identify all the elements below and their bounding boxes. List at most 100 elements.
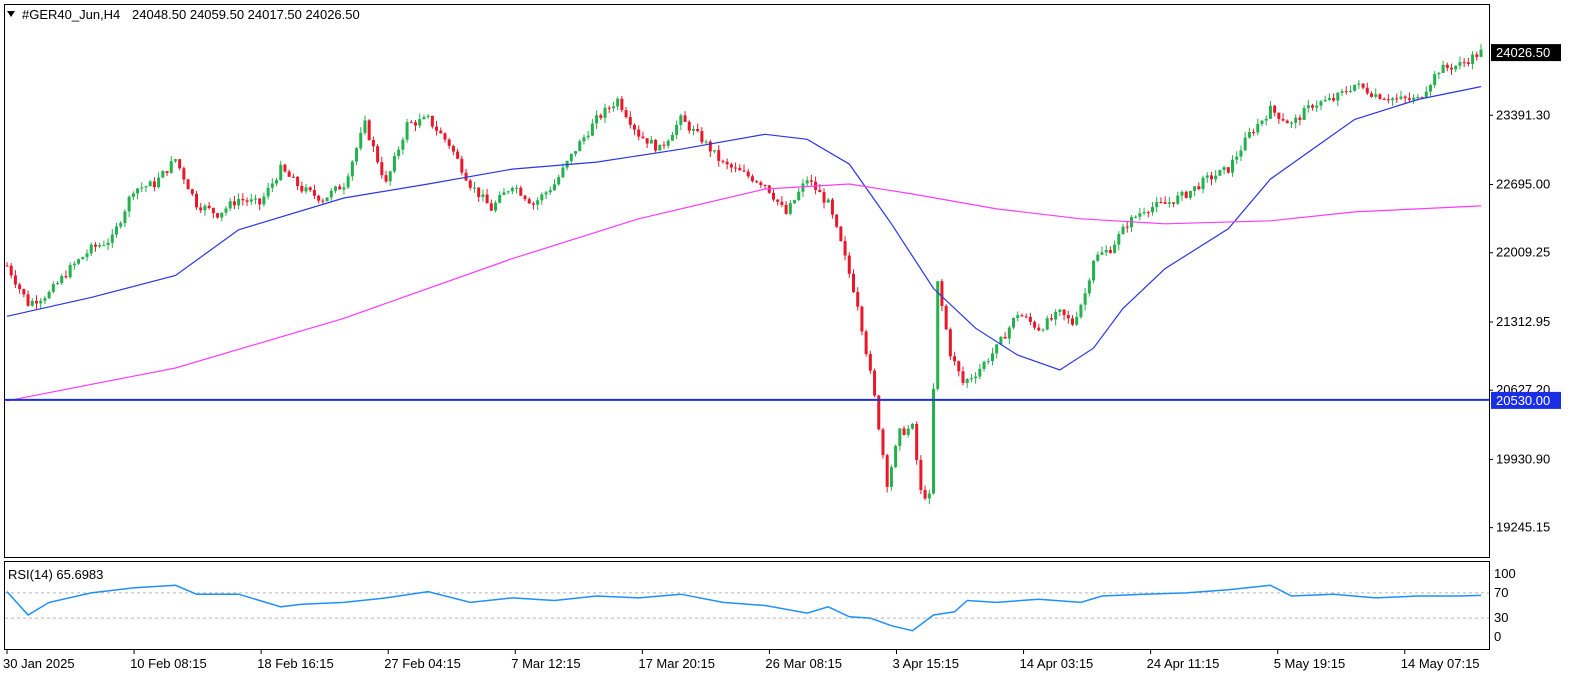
bull-candle bbox=[898, 428, 902, 446]
bear-candle bbox=[182, 168, 186, 180]
bull-candle bbox=[1260, 120, 1264, 124]
bull-candle bbox=[253, 198, 257, 200]
bear-candle bbox=[409, 122, 413, 124]
bull-candle bbox=[1151, 207, 1155, 213]
time-tick-label: 27 Feb 04:15 bbox=[384, 656, 461, 671]
bull-candle bbox=[910, 423, 914, 429]
bear-candle bbox=[376, 146, 380, 163]
bull-candle bbox=[611, 106, 615, 109]
bull-candle bbox=[1117, 234, 1121, 245]
time-tick-label: 26 Mar 08:15 bbox=[765, 656, 842, 671]
bull-candle bbox=[1479, 49, 1483, 57]
bull-candle bbox=[978, 368, 982, 377]
bull-candle bbox=[397, 149, 401, 157]
rsi-tick-label: 30 bbox=[1494, 610, 1508, 625]
bull-candle bbox=[1142, 212, 1146, 214]
bull-candle bbox=[1353, 84, 1357, 91]
bear-candle bbox=[216, 213, 220, 218]
bear-candle bbox=[1033, 321, 1037, 328]
bear-candle bbox=[291, 176, 295, 178]
bear-candle bbox=[746, 171, 750, 177]
bear-candle bbox=[489, 203, 493, 211]
bull-candle bbox=[43, 298, 47, 301]
bull-candle bbox=[228, 201, 232, 209]
bear-candle bbox=[847, 255, 851, 274]
bear-candle bbox=[742, 170, 746, 172]
bull-candle bbox=[418, 119, 422, 126]
bull-candle bbox=[144, 186, 148, 188]
bull-candle bbox=[1235, 156, 1239, 160]
bull-candle bbox=[1315, 105, 1319, 108]
bull-candle bbox=[548, 190, 552, 193]
bull-candle bbox=[1319, 101, 1323, 106]
bull-candle bbox=[131, 193, 135, 197]
bear-candle bbox=[599, 115, 603, 118]
bear-candle bbox=[1184, 191, 1188, 198]
bear-candle bbox=[1466, 62, 1470, 64]
bull-candle bbox=[982, 361, 986, 369]
collapse-triangle-icon[interactable] bbox=[7, 11, 15, 17]
bull-candle bbox=[72, 263, 76, 266]
bull-candle bbox=[498, 194, 502, 203]
bull-candle bbox=[502, 192, 506, 195]
bear-candle bbox=[1361, 83, 1365, 88]
bull-candle bbox=[1134, 216, 1138, 218]
bear-candle bbox=[1407, 98, 1411, 100]
bear-candle bbox=[784, 204, 788, 214]
bull-candle bbox=[304, 187, 308, 192]
bull-candle bbox=[889, 467, 893, 487]
bull-candle bbox=[999, 336, 1003, 345]
bear-candle bbox=[371, 139, 375, 147]
bear-candle bbox=[868, 354, 872, 371]
bear-candle bbox=[9, 265, 13, 276]
bull-candle bbox=[325, 197, 329, 202]
bull-candle bbox=[157, 177, 161, 188]
bear-candle bbox=[776, 199, 780, 202]
bear-candle bbox=[1197, 186, 1201, 190]
bull-candle bbox=[1100, 252, 1104, 255]
bull-candle bbox=[1437, 72, 1441, 75]
bull-candle bbox=[392, 156, 396, 172]
bull-candle bbox=[237, 198, 241, 206]
bull-candle bbox=[203, 205, 207, 211]
bull-candle bbox=[350, 161, 354, 177]
bull-candle bbox=[481, 194, 485, 197]
bear-candle bbox=[1365, 87, 1369, 94]
bull-candle bbox=[801, 183, 805, 192]
bull-candle bbox=[494, 202, 498, 211]
bull-candle bbox=[1054, 311, 1058, 320]
bull-candle bbox=[1374, 94, 1378, 97]
time-axis: 30 Jan 2025 10 Feb 08:15 18 Feb 16:15 27 Fe… bbox=[3, 649, 1480, 671]
bear-candle bbox=[1226, 167, 1230, 173]
bull-candle bbox=[1087, 280, 1091, 294]
bull-candle bbox=[119, 223, 123, 227]
bull-candle bbox=[136, 188, 140, 194]
bear-candle bbox=[628, 117, 632, 125]
price-tick-label: 22695.00 bbox=[1496, 177, 1550, 192]
bull-candle bbox=[47, 291, 51, 299]
bear-candle bbox=[456, 151, 460, 159]
bear-candle bbox=[771, 192, 775, 200]
bull-candle bbox=[1155, 202, 1159, 208]
bull-candle bbox=[1357, 83, 1361, 85]
bear-candle bbox=[232, 201, 236, 206]
bull-candle bbox=[675, 124, 679, 135]
bull-candle bbox=[582, 137, 586, 142]
bull-candle bbox=[329, 190, 333, 198]
bear-candle bbox=[338, 186, 342, 190]
bear-candle bbox=[864, 331, 868, 355]
bear-candle bbox=[430, 115, 434, 127]
bull-candle bbox=[932, 388, 936, 494]
bear-candle bbox=[439, 130, 443, 134]
bull-candle bbox=[679, 115, 683, 125]
moving-average-lines bbox=[6, 86, 1482, 402]
bull-candle bbox=[1399, 96, 1403, 99]
bull-candle bbox=[569, 153, 573, 162]
support-line-price-tag bbox=[1491, 391, 1561, 409]
bear-candle bbox=[1125, 226, 1129, 228]
bull-candle bbox=[590, 123, 594, 136]
bear-candle bbox=[1159, 202, 1163, 204]
bear-candle bbox=[1252, 132, 1256, 134]
